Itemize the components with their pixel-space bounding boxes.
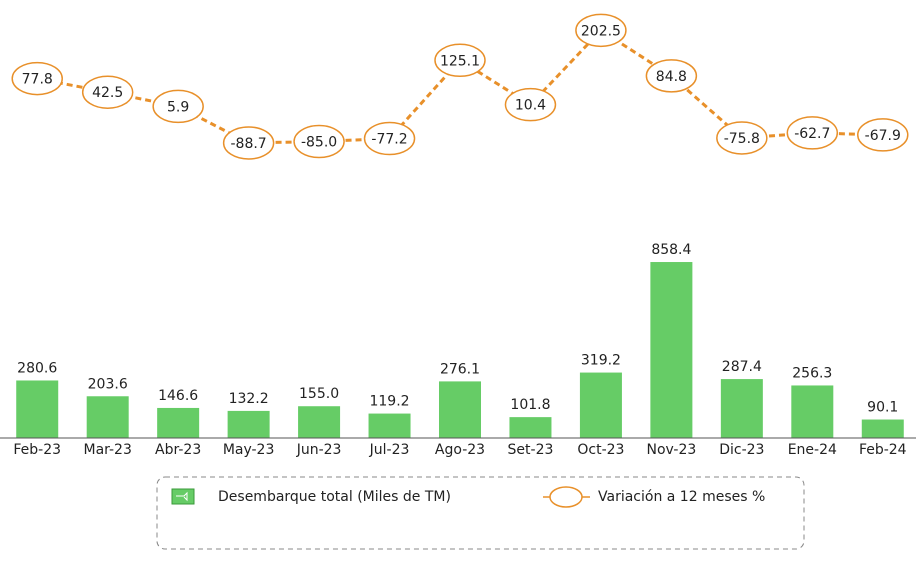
x-tick-label: Jul-23 <box>369 442 410 458</box>
line-marker <box>293 124 345 159</box>
bar <box>861 419 904 438</box>
line-marker <box>434 43 486 78</box>
bar <box>298 406 341 438</box>
x-tick-label: Feb-23 <box>13 442 61 458</box>
legend-label: Variación a 12 meses % <box>598 489 765 505</box>
bar <box>650 262 693 438</box>
data-label: 280.6 <box>17 360 57 376</box>
x-tick-label: May-23 <box>223 442 275 458</box>
x-tick-label: Feb-24 <box>859 442 907 458</box>
data-label: -88.7 <box>230 136 266 152</box>
x-tick-label: Jun-23 <box>296 442 342 458</box>
x-tick-label: Set-23 <box>508 442 554 458</box>
data-label: -77.2 <box>371 132 407 148</box>
line-marker <box>152 89 204 124</box>
data-label: 276.1 <box>440 361 480 377</box>
legend-box <box>156 476 805 550</box>
data-label: 858.4 <box>651 242 691 258</box>
x-tick-label: Nov-23 <box>646 442 696 458</box>
data-label: 42.5 <box>92 85 123 101</box>
data-label: 10.4 <box>515 98 546 114</box>
data-label: -62.7 <box>794 126 830 142</box>
data-label: 146.6 <box>158 388 198 404</box>
data-label: -75.8 <box>724 131 760 147</box>
line-marker <box>857 118 909 152</box>
data-label: 155.0 <box>299 386 339 402</box>
data-label: 319.2 <box>581 353 621 369</box>
x-tick-label: Dic-23 <box>719 442 764 458</box>
data-label: 5.9 <box>167 99 189 115</box>
bar <box>439 381 481 438</box>
data-label: 101.8 <box>510 397 550 413</box>
legend-marker-icon <box>549 486 583 508</box>
bar <box>368 413 411 438</box>
line-marker <box>575 13 627 48</box>
bar <box>86 396 129 438</box>
bar <box>227 410 270 438</box>
legend-label: Desembarque total (Miles de TM) <box>218 489 451 505</box>
line-marker <box>645 59 698 93</box>
bar <box>16 380 59 438</box>
data-label: 202.5 <box>581 23 621 39</box>
data-label: 132.2 <box>229 391 269 407</box>
bar <box>509 417 552 438</box>
data-label: 256.3 <box>792 365 832 381</box>
x-tick-label: Abr-23 <box>155 442 201 458</box>
line-marker <box>363 121 416 156</box>
line-marker <box>716 121 768 155</box>
x-tick-label: Ago-23 <box>435 442 485 458</box>
bar <box>791 385 834 438</box>
data-label: 119.2 <box>369 394 409 410</box>
line-marker <box>504 87 557 122</box>
x-tick-label: Oct-23 <box>577 442 624 458</box>
bar <box>157 407 200 438</box>
data-label: 90.1 <box>867 400 898 416</box>
data-label: 77.8 <box>22 72 53 88</box>
x-tick-label: Mar-23 <box>83 442 131 458</box>
data-label: 287.4 <box>722 359 762 375</box>
data-label: 203.6 <box>88 376 128 392</box>
bar <box>579 372 622 438</box>
data-label: 125.1 <box>440 53 480 69</box>
line-marker <box>81 75 134 109</box>
line-marker <box>222 126 275 160</box>
data-label: -85.0 <box>301 135 337 151</box>
line-marker <box>786 116 839 150</box>
data-label: 84.8 <box>656 69 687 85</box>
data-label: -67.9 <box>865 128 901 144</box>
line-marker <box>11 61 63 96</box>
x-tick-label: Ene-24 <box>788 442 837 458</box>
bar <box>720 379 763 438</box>
legend-fish <box>176 491 188 502</box>
